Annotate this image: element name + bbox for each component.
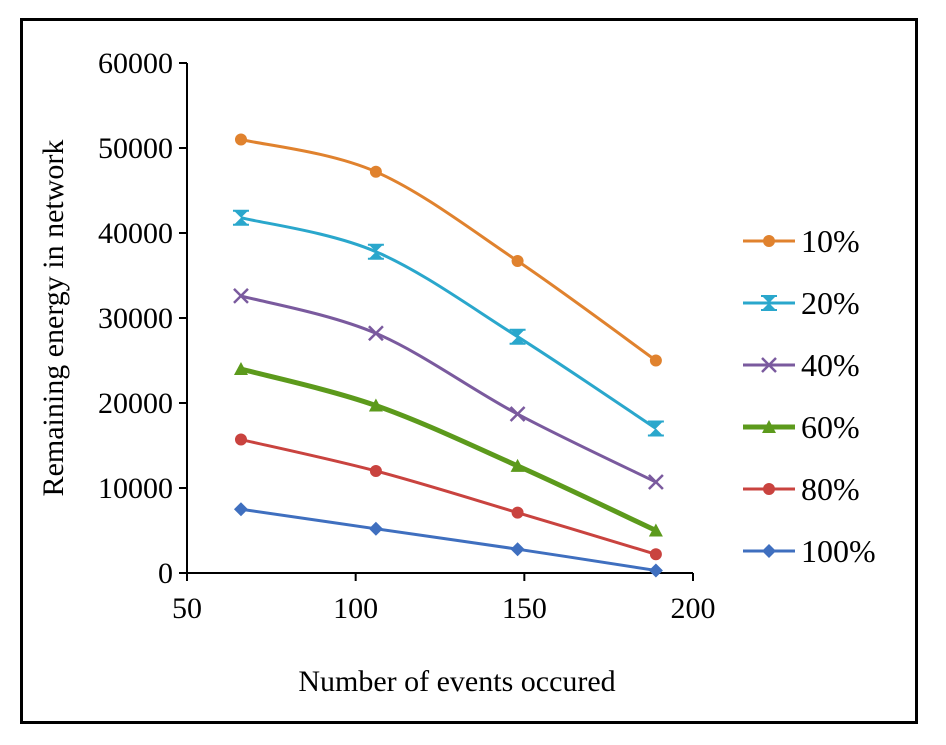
- y-tick-label: 30000: [98, 302, 173, 335]
- series-line-80pct: [240, 438, 657, 556]
- line-chart: 0 10000 20000 30000 40000 50000 60000 50 100 150 2…: [37, 47, 876, 698]
- x-axis-title: Number of events occured: [298, 665, 615, 698]
- series-line-10pct: [240, 138, 657, 362]
- data-point-80pct: [511, 506, 524, 519]
- data-point-40pct: [233, 288, 249, 304]
- data-point-100pct: [510, 542, 525, 557]
- legend-marker-20pct: [761, 295, 777, 311]
- series-line-60pct: [240, 366, 657, 533]
- x-tick-label: 200: [671, 592, 716, 625]
- series-line-40pct: [240, 294, 657, 484]
- y-tick-label: 50000: [98, 132, 173, 165]
- y-axis-title: Remaining energy in network: [37, 140, 70, 497]
- data-point-100pct: [233, 502, 248, 517]
- legend-label-40pct: 40%: [801, 347, 860, 383]
- legend-marker-60pct: [762, 420, 776, 433]
- series-line-100pct: [240, 507, 657, 572]
- y-tick-label: 40000: [98, 217, 173, 250]
- legend-marker-40pct: [761, 357, 777, 373]
- data-point-20pct: [647, 420, 664, 437]
- x-tick-label: 100: [333, 592, 378, 625]
- data-point-40pct: [648, 474, 664, 490]
- data-point-10pct: [369, 165, 382, 178]
- legend-marker-80pct: [763, 483, 775, 495]
- legend-marker-100pct: [762, 544, 776, 558]
- data-point-20pct: [509, 328, 526, 345]
- data-point-60pct: [510, 458, 525, 472]
- data-point-10pct: [649, 354, 662, 367]
- y-tick-label: 20000: [98, 387, 173, 420]
- y-tick-label: 0: [158, 557, 173, 590]
- data-point-10pct: [234, 133, 247, 146]
- data-point-80pct: [649, 548, 662, 561]
- data-point-20pct: [232, 209, 249, 226]
- data-point-100pct: [368, 521, 383, 536]
- legend-label-100pct: 100%: [801, 533, 876, 569]
- axis-ticks: 0 10000 20000 30000 40000 50000 60000 50 100 150 2…: [98, 47, 716, 625]
- data-point-60pct: [648, 523, 663, 537]
- legend-label-80pct: 80%: [801, 471, 860, 507]
- legend-label-20pct: 20%: [801, 285, 860, 321]
- legend: 10% 20% 40% 60% 80% 100%: [743, 223, 876, 569]
- data-point-10pct: [511, 255, 524, 268]
- data-point-40pct: [509, 406, 526, 422]
- y-tick-label: 60000: [98, 47, 173, 80]
- legend-marker-10pct: [763, 235, 775, 247]
- y-tick-label: 10000: [98, 472, 173, 505]
- data-point-80pct: [234, 433, 247, 446]
- data-point-20pct: [367, 243, 384, 260]
- series-line-20pct: [240, 216, 657, 430]
- data-point-60pct: [233, 362, 248, 375]
- x-tick-label: 50: [172, 592, 202, 625]
- legend-label-10pct: 10%: [801, 223, 860, 259]
- data-point-100pct: [648, 563, 663, 578]
- series-group: [232, 133, 664, 578]
- data-point-80pct: [369, 465, 382, 477]
- chart-frame: 0 10000 20000 30000 40000 50000 60000 50 100 150 2…: [20, 18, 918, 724]
- data-point-40pct: [368, 325, 384, 342]
- x-tick-label: 150: [502, 592, 547, 625]
- data-point-60pct: [368, 398, 383, 412]
- legend-label-60pct: 60%: [801, 409, 860, 445]
